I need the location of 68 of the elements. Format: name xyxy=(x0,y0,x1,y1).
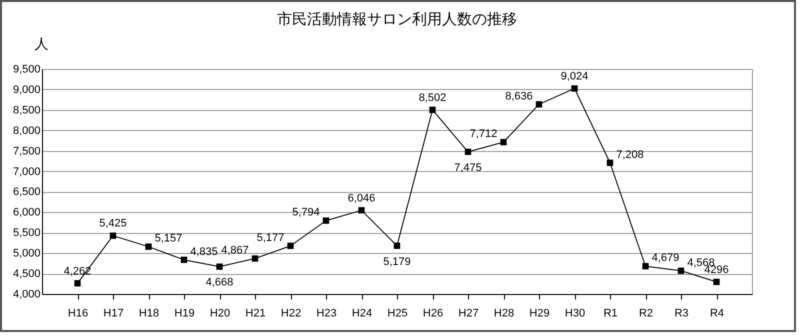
y-tick-label: 4,000 xyxy=(12,288,40,300)
point xyxy=(536,101,542,108)
data-label: 8,636 xyxy=(505,90,533,102)
y-tick-label: 9,500 xyxy=(12,64,40,76)
data-label: 6,046 xyxy=(348,192,376,204)
point xyxy=(429,106,436,113)
y-tick-label: 6,000 xyxy=(12,206,40,219)
x-tick-label: H22 xyxy=(280,308,302,320)
y-tick-label: 8,500 xyxy=(12,104,40,116)
point xyxy=(394,242,400,249)
data-label: 4,867 xyxy=(221,244,249,257)
data-label: 4,835 xyxy=(190,246,218,258)
point xyxy=(358,207,365,214)
data-label: 5,157 xyxy=(154,232,182,245)
point xyxy=(252,255,258,262)
y-tick-label: 7,500 xyxy=(12,145,40,158)
data-label: 7,475 xyxy=(454,162,482,174)
point xyxy=(606,160,614,166)
point xyxy=(74,280,81,286)
x-tick-label: H20 xyxy=(210,308,230,320)
point xyxy=(642,263,649,270)
data-label: 7,208 xyxy=(616,148,644,161)
y-axis-title: 人 xyxy=(34,36,48,52)
x-tick-label: R4 xyxy=(710,308,724,320)
data-label: 5,425 xyxy=(99,218,127,230)
data-label: 4,679 xyxy=(652,252,680,264)
chart-title: 市民活動情報サロン利用人数の推移 xyxy=(277,11,517,28)
point xyxy=(571,85,578,92)
x-tick-label: H26 xyxy=(422,308,444,320)
point xyxy=(500,138,507,146)
y-tick-label: 7,000 xyxy=(12,166,40,178)
x-tick-label: H30 xyxy=(564,308,586,320)
y-tick-label: 5,000 xyxy=(12,248,40,260)
point xyxy=(216,264,223,270)
data-label: 8,502 xyxy=(418,92,446,104)
data-label: 7,712 xyxy=(470,128,498,140)
y-tick-label: 5,500 xyxy=(12,227,40,240)
x-tick-label: H29 xyxy=(529,308,550,320)
point xyxy=(180,256,188,264)
x-tick-label: R1 xyxy=(603,308,618,320)
point xyxy=(322,217,330,224)
x-tick-label: H16 xyxy=(68,308,88,320)
point xyxy=(713,278,720,286)
data-label: 5,794 xyxy=(292,206,320,219)
x-tick-label: H21 xyxy=(245,308,266,320)
data-label: 5,177 xyxy=(256,232,284,244)
point xyxy=(145,244,152,250)
data-label: 9,024 xyxy=(560,70,588,82)
data-label: 5,179 xyxy=(383,256,411,268)
x-tick-label: H27 xyxy=(458,308,479,320)
x-tick-label: H25 xyxy=(387,308,408,320)
x-tick-label: H17 xyxy=(103,308,124,320)
x-tick-label: R3 xyxy=(674,308,689,320)
y-tick-label: 9,000 xyxy=(12,84,40,96)
x-tick-label: H18 xyxy=(138,308,160,320)
x-tick-label: H19 xyxy=(174,308,195,320)
point xyxy=(287,242,294,250)
y-tick-label: 4,500 xyxy=(12,268,40,280)
x-tick-label: H24 xyxy=(352,308,372,320)
x-tick-label: H23 xyxy=(316,308,337,320)
y-tick-label: 8,000 xyxy=(12,124,40,137)
point xyxy=(678,268,684,274)
y-tick-label: 6,500 xyxy=(12,186,40,198)
data-label: 4,668 xyxy=(206,276,234,289)
x-tick-label: H28 xyxy=(494,308,514,320)
point xyxy=(464,148,472,156)
point xyxy=(110,232,116,239)
x-tick-label: R2 xyxy=(638,308,654,320)
